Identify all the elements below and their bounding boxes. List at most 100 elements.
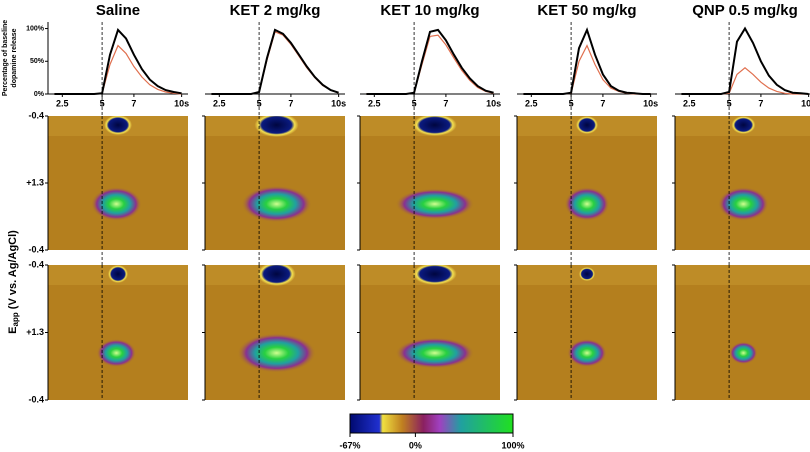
dopamine-blob <box>395 188 474 220</box>
x-tick-label: 10s <box>331 98 346 108</box>
potential-tick-label: -0.4 <box>28 394 44 404</box>
potential-tick-label: +1.3 <box>26 177 44 187</box>
potential-tick-label: +1.3 <box>26 327 44 337</box>
plot-area <box>517 116 657 250</box>
chart-title: KET 2 mg/kg <box>230 2 321 19</box>
color-plot <box>357 115 500 251</box>
color-plot <box>202 115 345 251</box>
chart-title: KET 50 mg/kg <box>537 2 636 19</box>
x-tick-label: 7 <box>600 98 605 108</box>
color-plot <box>514 264 657 401</box>
x-tick-label: 10s <box>486 98 501 108</box>
x-tick-label: 10s <box>801 98 810 108</box>
plot-background <box>48 116 188 250</box>
oxidation-blob <box>731 116 756 134</box>
y-tick-label: 0% <box>34 91 45 98</box>
label-sub: app <box>11 312 20 326</box>
oxidation-blob <box>108 265 128 283</box>
series-line <box>211 30 339 95</box>
x-tick-label: 2.5 <box>525 98 538 108</box>
color-plot <box>514 115 657 251</box>
oxidation-blob <box>257 265 296 286</box>
series-line <box>366 34 494 95</box>
potential-tick-label: -0.4 <box>28 244 44 254</box>
release-axis-label: Percentage of baseline <box>2 20 9 96</box>
y-tick-label: 100% <box>26 25 45 32</box>
color-plot: -0.4 +1.3 -0.4 <box>26 259 188 404</box>
plot-background <box>205 265 345 400</box>
plot-background <box>360 265 500 400</box>
oxidation-blob <box>579 267 595 281</box>
potential-tick-label: -0.4 <box>28 110 44 120</box>
x-tick-label: 2.5 <box>368 98 381 108</box>
series-line <box>523 27 651 95</box>
colorbar-label: 0% <box>409 440 422 450</box>
plot-area <box>517 265 657 400</box>
colorbar-label: -67% <box>339 440 360 450</box>
series-line <box>523 44 651 95</box>
potential-tick-label: -0.4 <box>28 259 44 269</box>
plot-background <box>517 265 657 400</box>
series-line <box>211 28 339 95</box>
dopamine-blob <box>91 187 142 221</box>
plot-area <box>205 116 345 250</box>
color-plot: -0.4 +1.3 -0.4 <box>26 110 188 254</box>
label: E <box>7 327 19 334</box>
x-tick-label: 10s <box>174 98 189 108</box>
y-tick-label: 50% <box>30 58 45 65</box>
x-tick-label: 2.5 <box>56 98 69 108</box>
dopamine-blob <box>241 185 312 223</box>
x-tick-label: 7 <box>443 98 448 108</box>
oxidation-blob <box>254 116 299 137</box>
chart-title: Saline <box>96 2 140 19</box>
plot-area <box>675 265 810 400</box>
plot-area <box>360 265 500 400</box>
oxidation-blob <box>104 116 132 135</box>
oxidation-blob <box>412 116 457 136</box>
plot-background <box>360 116 500 250</box>
label-rest: (V vs. Ag/AgCl) <box>7 230 19 312</box>
dopamine-blob <box>729 341 758 365</box>
plot-background <box>675 265 810 400</box>
series-line <box>681 67 809 95</box>
plot-area <box>360 116 500 250</box>
color-plot <box>672 264 810 401</box>
dopamine-blob <box>567 339 607 367</box>
series-line <box>54 27 182 95</box>
release-axis-label: dopamine release <box>11 28 18 87</box>
x-tick-label: 7 <box>758 98 763 108</box>
x-tick-label: 2.5 <box>213 98 226 108</box>
potential-axis-label: Eapp (V vs. Ag/AgCl) <box>7 230 20 334</box>
plot-area <box>205 265 345 400</box>
oxidation-blob <box>576 116 598 134</box>
colorbar-label: 100% <box>501 440 524 450</box>
colorbar <box>349 413 514 434</box>
oxidation-blob <box>412 265 457 285</box>
x-tick-label: 2.5 <box>683 98 696 108</box>
x-tick-label: 10s <box>643 98 658 108</box>
plot-area <box>675 116 810 250</box>
dopamine-blob <box>564 187 610 221</box>
dopamine-blob <box>395 337 474 369</box>
chart-title: QNP 0.5 mg/kg <box>692 2 798 19</box>
color-plot <box>202 264 345 401</box>
series-line <box>681 26 809 95</box>
dopamine-blob <box>237 333 316 373</box>
plot-area <box>48 265 188 400</box>
series-line <box>366 28 494 95</box>
x-tick-label: 7 <box>131 98 136 108</box>
series-line <box>54 44 182 95</box>
chart-title: KET 10 mg/kg <box>380 2 479 19</box>
x-tick-label: 7 <box>288 98 293 108</box>
dopamine-blob <box>96 339 137 367</box>
plot-background <box>205 116 345 250</box>
plot-background <box>517 116 657 250</box>
color-plot <box>357 264 500 401</box>
plot-background <box>675 116 810 250</box>
color-plot <box>672 115 810 251</box>
dopamine-blob <box>718 187 769 221</box>
plot-area <box>48 116 188 250</box>
plot-shade <box>675 265 810 285</box>
plot-background <box>48 265 188 400</box>
